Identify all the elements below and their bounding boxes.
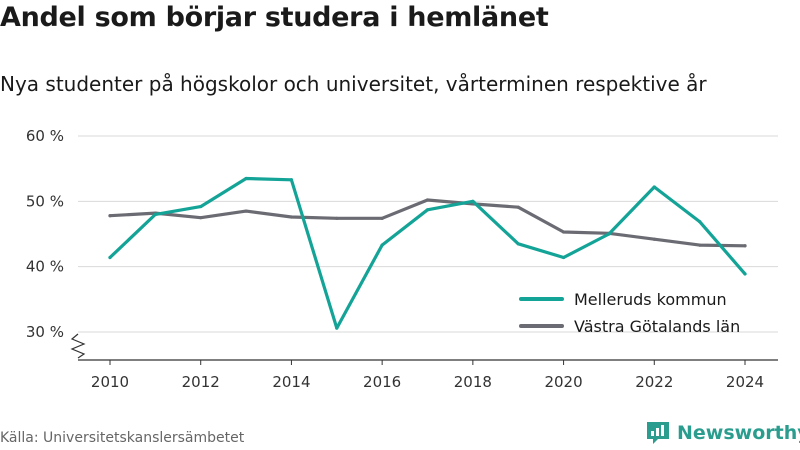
data-point <box>561 230 566 234</box>
brand-name: Newsworthy <box>677 422 800 444</box>
brand: Newsworthy <box>645 420 800 446</box>
x-tick-label: 2018 <box>454 373 492 391</box>
data-point <box>108 214 112 218</box>
data-point <box>516 242 520 246</box>
axes: 30 % 40 % 50 % 60 % 2010 2012 2014 2016 2018 2020… <box>26 127 778 391</box>
data-point <box>335 326 339 330</box>
data-point <box>380 243 384 247</box>
data-point <box>199 204 203 209</box>
chart-subtitle: Nya studenter på högskolor och universit… <box>0 72 707 96</box>
y-axis-break-icon <box>70 333 86 359</box>
data-point <box>244 176 248 181</box>
data-point <box>425 208 430 212</box>
data-point <box>743 244 747 248</box>
x-tick-label: 2016 <box>363 373 401 391</box>
x-tick-label: 2012 <box>182 373 220 391</box>
data-point <box>516 205 520 209</box>
data-point <box>607 232 611 236</box>
data-point <box>289 215 294 219</box>
legend-label-0: Melleruds kommun <box>574 290 727 309</box>
data-point <box>471 199 475 203</box>
data-point <box>244 209 248 213</box>
source-note: Källa: Universitetskanslersämbetet <box>0 430 245 446</box>
data-point <box>698 219 702 224</box>
series-lines <box>108 176 747 330</box>
data-point <box>743 272 747 276</box>
x-tick-label: 2020 <box>544 373 582 391</box>
data-point <box>153 212 157 216</box>
newsworthy-logo-icon <box>647 422 669 444</box>
y-tick-label: 30 % <box>26 323 64 341</box>
line-chart: 30 % 40 % 50 % 60 % 2010 2012 2014 2016 2018 2020… <box>26 127 778 391</box>
y-tick-label: 40 % <box>26 258 64 276</box>
x-tick-label: 2022 <box>635 373 673 391</box>
legend-label-1: Västra Götalands län <box>574 317 740 336</box>
data-point <box>199 216 203 220</box>
data-point <box>289 178 294 182</box>
x-tick-label: 2010 <box>91 373 129 391</box>
data-point <box>652 185 656 189</box>
data-point <box>108 255 112 260</box>
data-point <box>380 216 384 220</box>
data-point <box>561 255 566 260</box>
data-point <box>425 198 430 202</box>
data-point <box>652 237 656 241</box>
x-tick-label: 2024 <box>726 373 764 391</box>
y-tick-label: 50 % <box>26 192 64 210</box>
data-point <box>698 243 702 247</box>
legend: Melleruds kommun Västra Götalands län <box>519 290 740 336</box>
data-point <box>335 216 339 220</box>
x-tick-label: 2014 <box>272 373 310 391</box>
chart-title: Andel som börjar studera i hemlänet <box>0 2 549 33</box>
y-tick-label: 60 % <box>26 127 64 145</box>
series-line-1 <box>108 198 747 248</box>
